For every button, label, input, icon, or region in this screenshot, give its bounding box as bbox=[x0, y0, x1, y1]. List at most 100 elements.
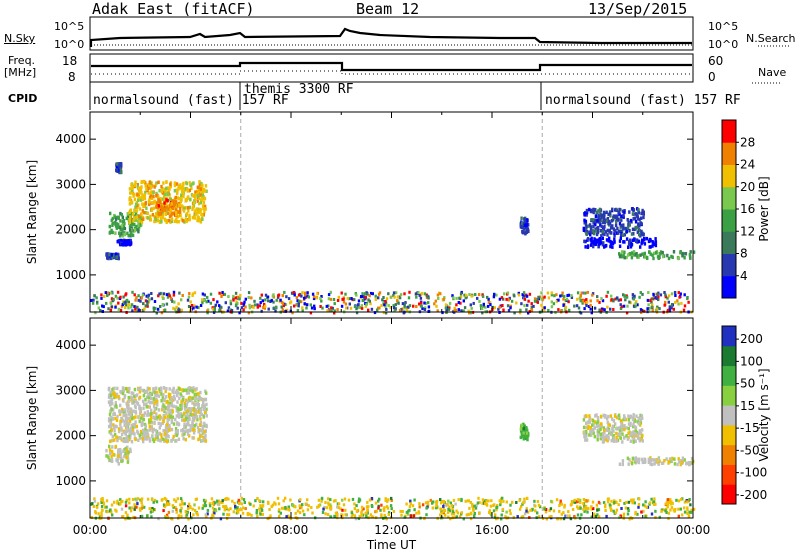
echo-cell bbox=[384, 499, 387, 502]
echo-cell bbox=[152, 508, 156, 512]
echo-cell bbox=[168, 414, 172, 419]
echo-cell bbox=[182, 209, 186, 213]
echo-cell bbox=[186, 417, 189, 421]
echo-cell bbox=[618, 239, 622, 243]
echo-cell bbox=[657, 295, 660, 299]
echo-cell bbox=[191, 389, 194, 393]
echo-cell bbox=[652, 251, 656, 256]
echo-cell bbox=[217, 502, 220, 506]
echo-cell bbox=[583, 509, 586, 513]
echo-cell bbox=[138, 395, 142, 400]
echo-cell bbox=[178, 414, 182, 418]
echo-cell bbox=[192, 427, 196, 432]
echo-cell bbox=[594, 219, 597, 224]
echo-cell bbox=[179, 503, 182, 507]
echo-cell bbox=[600, 215, 603, 219]
echo-cell bbox=[240, 496, 243, 500]
echo-cell bbox=[123, 301, 126, 305]
echo-cell bbox=[344, 508, 347, 512]
echo-cell bbox=[617, 210, 620, 215]
echo-cell bbox=[165, 387, 168, 391]
echo-cell bbox=[374, 501, 378, 505]
echo-cell bbox=[142, 402, 146, 407]
echo-cell bbox=[109, 393, 113, 398]
echo-cell bbox=[382, 311, 386, 315]
echo-cell bbox=[148, 183, 151, 187]
echo-cell bbox=[259, 301, 262, 305]
echo-cell bbox=[687, 514, 691, 518]
echo-cell bbox=[157, 517, 160, 521]
echo-cell bbox=[617, 298, 621, 302]
echo-cell bbox=[635, 414, 638, 418]
echo-cell bbox=[347, 297, 351, 301]
echo-cell bbox=[134, 410, 137, 414]
echo-cell bbox=[589, 303, 592, 307]
echo-cell bbox=[136, 309, 139, 313]
echo-cell bbox=[590, 507, 593, 511]
echo-cell bbox=[597, 209, 600, 213]
echo-cell bbox=[162, 509, 165, 513]
echo-cell bbox=[592, 224, 595, 229]
echo-cell bbox=[653, 497, 656, 501]
nsky-label: N.Sky bbox=[4, 32, 36, 45]
echo-cell bbox=[641, 416, 644, 421]
echo-cell bbox=[540, 297, 543, 301]
echo-cell bbox=[176, 203, 180, 208]
echo-cell bbox=[227, 306, 231, 310]
echo-cell bbox=[500, 513, 503, 517]
echo-cell bbox=[664, 295, 667, 299]
echo-cell bbox=[543, 507, 546, 511]
echo-cell bbox=[140, 223, 143, 227]
echo-cell bbox=[154, 393, 157, 398]
echo-cell bbox=[159, 197, 163, 202]
echo-cell bbox=[285, 515, 288, 519]
echo-cell bbox=[462, 517, 465, 521]
echo-cell bbox=[427, 301, 430, 305]
echo-cell bbox=[622, 425, 626, 429]
echo-cell bbox=[300, 505, 303, 509]
echo-cell bbox=[520, 216, 523, 220]
echo-cell bbox=[164, 395, 168, 399]
echo-cell bbox=[143, 505, 146, 509]
echo-cell bbox=[267, 307, 270, 311]
echo-cell bbox=[585, 507, 588, 511]
echo-cell bbox=[677, 256, 680, 260]
echo-cell bbox=[116, 239, 119, 244]
echo-cell bbox=[654, 243, 658, 248]
echo-cell bbox=[613, 237, 616, 241]
echo-cell bbox=[679, 292, 682, 296]
echo-cell bbox=[288, 508, 291, 512]
echo-cell bbox=[371, 292, 374, 296]
echo-cell bbox=[424, 302, 428, 305]
echo-cell bbox=[188, 213, 191, 218]
echo-cell bbox=[142, 393, 146, 398]
echo-cell bbox=[111, 434, 114, 438]
echo-cell bbox=[144, 184, 147, 188]
echo-cell bbox=[523, 512, 527, 516]
echo-cell bbox=[116, 169, 119, 173]
echo-cell bbox=[618, 254, 622, 259]
echo-cell bbox=[404, 306, 407, 310]
echo-cell bbox=[151, 507, 154, 510]
echo-cell bbox=[222, 512, 225, 516]
echo-cell bbox=[603, 431, 606, 435]
echo-cell bbox=[132, 219, 135, 223]
echo-cell bbox=[613, 240, 616, 244]
echo-cell bbox=[456, 511, 460, 515]
echo-cell bbox=[619, 436, 623, 440]
echo-cell bbox=[172, 434, 175, 439]
echo-cell bbox=[600, 297, 603, 301]
echo-cell bbox=[148, 420, 152, 424]
echo-cell bbox=[162, 393, 165, 397]
echo-cell bbox=[270, 298, 273, 302]
echo-cell bbox=[683, 458, 686, 462]
echo-cell bbox=[390, 496, 393, 500]
echo-cell bbox=[641, 433, 644, 438]
echo-cell bbox=[681, 251, 684, 256]
echo-cell bbox=[325, 506, 328, 510]
echo-cell bbox=[586, 237, 590, 241]
echo-cell bbox=[516, 515, 519, 519]
echo-cell bbox=[194, 411, 197, 415]
echo-cell bbox=[370, 515, 374, 519]
echo-cell bbox=[160, 498, 163, 502]
